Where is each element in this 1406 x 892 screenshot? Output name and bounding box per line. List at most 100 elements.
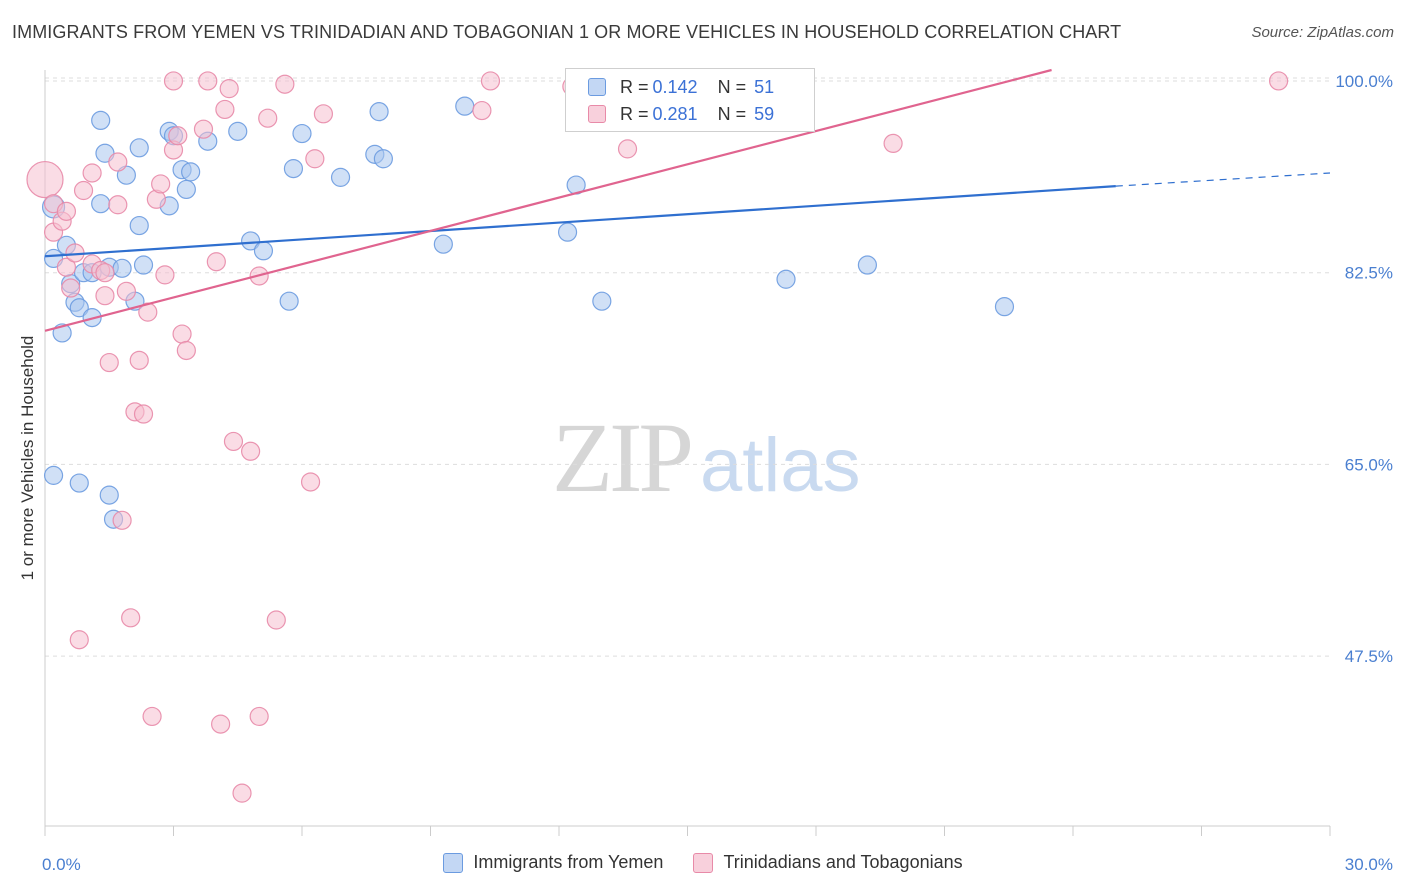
- yemen-point: [776, 269, 796, 289]
- trinidad-point: [313, 104, 334, 124]
- yemen-point: [69, 298, 89, 318]
- trinidad-point: [99, 352, 119, 373]
- legend-row-trinidad: R = 0.281 N = 59: [588, 101, 774, 127]
- trinidad-point: [116, 281, 136, 301]
- trinidad-point: [480, 71, 501, 91]
- correlation-legend: R = 0.142 N = 51 R = 0.281 N = 59: [565, 68, 815, 132]
- yemen-point: [433, 234, 453, 254]
- yemen-point: [176, 179, 196, 200]
- trinidad-point: [73, 180, 94, 201]
- trinidad-point: [172, 324, 192, 344]
- trinidad-point: [1268, 71, 1289, 91]
- trinidad-point: [223, 431, 244, 452]
- trinidad-point: [95, 263, 115, 283]
- yemen-point: [43, 465, 64, 485]
- series-swatch-yemen: [443, 852, 464, 873]
- trinidad-point: [155, 265, 175, 285]
- legend-n-label: N =: [717, 103, 747, 124]
- trinidad-point: [121, 608, 141, 628]
- yemen-point: [279, 291, 299, 311]
- y-tick-label: 65.0%: [1345, 455, 1393, 474]
- trinidad-point: [206, 252, 226, 272]
- x-tick-label-max: 30.0%: [1345, 855, 1393, 874]
- yemen-point: [181, 162, 201, 182]
- trinidad-point: [266, 610, 286, 630]
- yemen-point: [283, 159, 304, 179]
- trinidad-point: [82, 163, 102, 183]
- series-legend-trinidad: Trinidadians and Tobagonians: [693, 852, 963, 873]
- trinidad-point: [129, 350, 149, 370]
- trinidad-point: [95, 286, 115, 306]
- yemen-point: [91, 194, 111, 214]
- y-tick-label: 82.5%: [1345, 264, 1393, 283]
- yemen-point: [112, 258, 132, 278]
- trinidad-point: [133, 404, 154, 424]
- yemen-point: [69, 473, 89, 493]
- trinidad-point: [168, 126, 188, 146]
- series-swatch-trinidad: [693, 852, 714, 873]
- trinidad-point: [198, 71, 218, 91]
- yemen-point: [292, 123, 312, 144]
- trinidad-point: [617, 139, 638, 159]
- trinidad-point: [108, 195, 128, 215]
- legend-n-label: N =: [717, 76, 747, 97]
- trinidad-point: [108, 152, 128, 172]
- y-tick-label: 100.0%: [1335, 72, 1393, 91]
- yemen-point: [99, 485, 119, 505]
- trinidad-point: [193, 119, 214, 139]
- series-legend-yemen: Immigrants from Yemen: [443, 852, 663, 873]
- trinidad-point: [69, 630, 89, 650]
- yemen-point: [228, 121, 248, 141]
- trinidad-point: [305, 149, 325, 169]
- trinidad-point: [211, 714, 231, 734]
- yemen-point: [557, 222, 578, 242]
- series-legend: Immigrants from Yemen Trinidadians and T…: [0, 852, 1406, 873]
- series-name-yemen: Immigrants from Yemen: [473, 852, 664, 872]
- trinidad-point: [232, 783, 252, 803]
- yemen-point: [253, 241, 274, 261]
- trinidad-point: [215, 99, 235, 120]
- yemen-trend-line-extension: [1115, 172, 1331, 187]
- trinidad-point: [163, 71, 184, 91]
- source-label: Source: ZipAtlas.com: [1251, 24, 1394, 41]
- trinidad-point: [258, 108, 278, 128]
- chart-title: IMMIGRANTS FROM YEMEN VS TRINIDADIAN AND…: [12, 22, 1122, 42]
- trinidad-point: [142, 706, 162, 727]
- legend-r-value: 0.281: [652, 103, 698, 124]
- trinidad-point: [61, 278, 81, 298]
- yemen-point: [373, 149, 393, 169]
- yemen-point: [857, 255, 878, 275]
- trinidad-point: [883, 133, 903, 154]
- trinidad-point: [249, 706, 269, 727]
- trinidad-point: [219, 79, 239, 99]
- trinidad-point: [151, 174, 171, 194]
- legend-n-value: 51: [754, 76, 775, 97]
- legend-r-label: R =: [620, 103, 649, 124]
- legend-row-yemen: R = 0.142 N = 51: [588, 74, 774, 100]
- x-tick-label-min: 0.0%: [42, 855, 81, 874]
- trinidad-point: [176, 340, 196, 361]
- legend-r-value: 0.142: [652, 76, 698, 97]
- trinidad-point: [56, 257, 77, 277]
- legend-swatch-trinidad: [588, 105, 606, 123]
- trinidad-point: [112, 510, 132, 530]
- yemen-point: [133, 255, 154, 275]
- yemen-point: [129, 138, 149, 158]
- y-tick-label: 47.5%: [1345, 647, 1393, 666]
- trinidad-point: [26, 160, 64, 199]
- legend-r-label: R =: [620, 76, 649, 97]
- yemen-point: [91, 110, 111, 131]
- yemen-point: [129, 215, 149, 236]
- trinidad-point: [300, 472, 321, 492]
- trinidad-trend-line: [44, 68, 1052, 332]
- yemen-point: [241, 231, 261, 251]
- trinidad-point: [275, 74, 295, 94]
- trinidad-point: [472, 100, 492, 121]
- series-name-trinidad: Trinidadians and Tobagonians: [723, 852, 963, 872]
- yemen-point: [369, 102, 389, 122]
- yemen-point: [994, 297, 1015, 317]
- yemen-trend-line: [44, 185, 1116, 258]
- legend-n-value: 59: [754, 103, 775, 124]
- trinidad-point: [241, 441, 261, 461]
